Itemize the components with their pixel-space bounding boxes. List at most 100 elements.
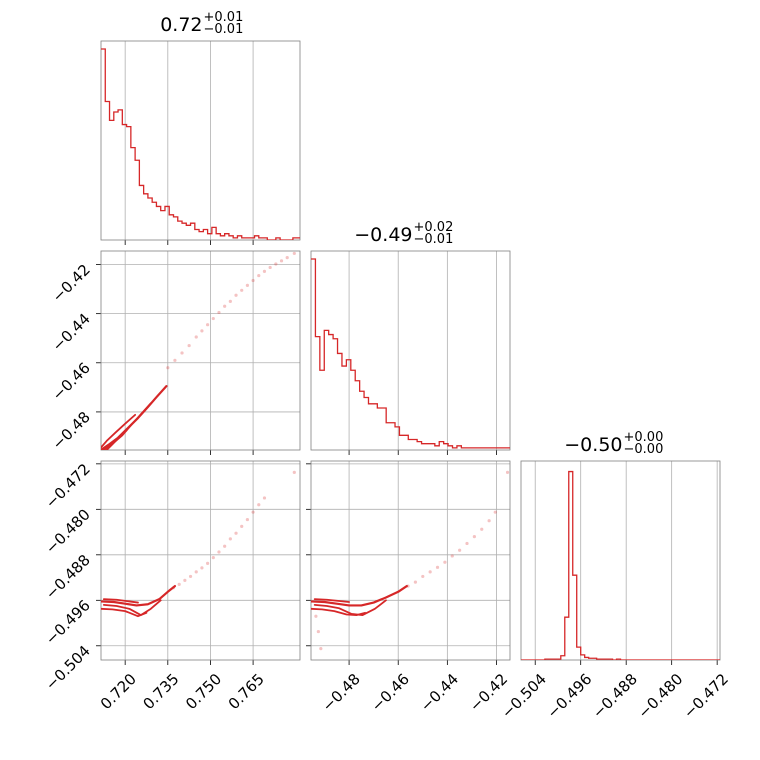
scatter-point <box>292 470 296 474</box>
scatter-point <box>279 259 284 263</box>
panel-frame <box>100 40 301 241</box>
scatter-point <box>458 548 462 552</box>
scatter-2-1 <box>314 470 510 651</box>
scatter-point <box>274 262 278 266</box>
scatter-point <box>200 329 204 333</box>
scatter-point <box>194 335 198 339</box>
x-tick-label: −0.496 <box>543 670 595 722</box>
scatter-point <box>234 293 238 297</box>
panel-0-0 <box>100 40 301 245</box>
title-param-2: −0.50 +0.00−0.00 <box>564 430 663 457</box>
scatter-point <box>177 582 181 586</box>
scatter-point <box>251 278 255 283</box>
scatter-point <box>217 310 221 315</box>
title-plus: +0.00 <box>624 430 664 445</box>
y-tick-label: −0.496 <box>42 596 94 648</box>
scatter-point <box>245 283 250 287</box>
panel-frame <box>310 460 511 661</box>
title-median: −0.49 <box>354 224 412 246</box>
scatter-point <box>223 304 227 308</box>
scatter-point <box>211 556 215 560</box>
x-tick-label: 0.735 <box>139 670 182 713</box>
panel-frame <box>100 460 301 661</box>
x-tick-label: 0.765 <box>225 670 268 713</box>
scatter-point <box>234 531 238 535</box>
scatter-point <box>251 510 255 514</box>
title-plus: +0.02 <box>414 220 454 235</box>
x-tick-label: 0.720 <box>97 670 140 713</box>
panel-1-0 <box>96 250 301 455</box>
contour-line <box>105 429 128 450</box>
scatter-point <box>188 574 193 579</box>
title-median: 0.72 <box>160 14 202 36</box>
scatter-point <box>257 503 261 507</box>
x-tick-label: −0.480 <box>634 670 686 722</box>
scatter-point <box>316 629 320 634</box>
scatter-point <box>421 574 425 579</box>
y-tick-label: −0.488 <box>42 551 94 603</box>
panel-1-1 <box>310 250 511 455</box>
y-tick-label: −0.472 <box>42 460 94 512</box>
panel-2-2 <box>520 460 721 665</box>
title-minus: −0.01 <box>414 232 454 247</box>
x-tick-label: 0.750 <box>182 670 225 713</box>
contour-line <box>101 584 177 607</box>
scatter-point <box>493 510 497 514</box>
title-param-1: −0.49 +0.02−0.01 <box>354 220 453 247</box>
scatter-point <box>217 550 221 554</box>
histogram-param-2 <box>521 470 720 660</box>
y-tick-label: −0.480 <box>42 505 94 557</box>
scatter-point <box>200 566 204 570</box>
contour-line <box>311 607 366 616</box>
scatter-point <box>428 570 432 574</box>
scatter-point <box>187 343 191 348</box>
x-tick-label: −0.48 <box>319 670 364 715</box>
contour-line <box>101 607 148 618</box>
scatter-point <box>194 570 198 574</box>
contours-2-0 <box>101 584 177 618</box>
contour-line <box>313 598 350 603</box>
scatter-point <box>206 561 210 565</box>
panel-frame <box>100 250 301 451</box>
scatter-point <box>480 527 484 531</box>
contour-line <box>102 599 162 616</box>
title-plus: +0.01 <box>204 10 244 25</box>
panel-2-0 <box>96 460 301 665</box>
x-tick-label: −0.46 <box>368 670 413 715</box>
title-median: −0.50 <box>564 434 622 456</box>
title-minus: −0.01 <box>204 22 244 37</box>
contour-line <box>102 598 139 604</box>
scatter-point <box>240 288 244 292</box>
panel-2-1 <box>306 460 511 665</box>
histogram-param-0 <box>101 48 300 240</box>
scatter-point <box>450 554 454 558</box>
scatter-1-0 <box>166 251 296 370</box>
scatter-point <box>223 544 227 548</box>
scatter-point <box>240 524 244 528</box>
contour-line <box>101 385 168 450</box>
y-tick-label: −0.42 <box>49 261 94 306</box>
scatter-point <box>319 647 323 651</box>
scatter-point <box>228 537 232 541</box>
scatter-point <box>257 273 261 278</box>
x-tick-label: −0.44 <box>417 670 462 715</box>
scatter-point <box>472 535 476 539</box>
scatter-point <box>435 565 440 569</box>
scatter-point <box>413 580 418 584</box>
y-tick-label: −0.504 <box>42 642 94 694</box>
title-minus: −0.00 <box>624 442 664 457</box>
scatter-point <box>245 517 250 522</box>
histogram-param-1 <box>311 258 510 449</box>
scatter-point <box>211 316 215 321</box>
scatter-point <box>268 265 272 270</box>
scatter-point <box>206 323 210 327</box>
scatter-point <box>166 366 170 370</box>
y-tick-label: −0.44 <box>49 310 94 355</box>
x-tick-label: −0.472 <box>680 670 732 722</box>
scatter-point <box>314 614 318 618</box>
scatter-point <box>180 351 184 355</box>
contours-2-1 <box>311 584 408 616</box>
y-tick-label: −0.48 <box>49 408 94 453</box>
contour-line <box>311 584 408 607</box>
